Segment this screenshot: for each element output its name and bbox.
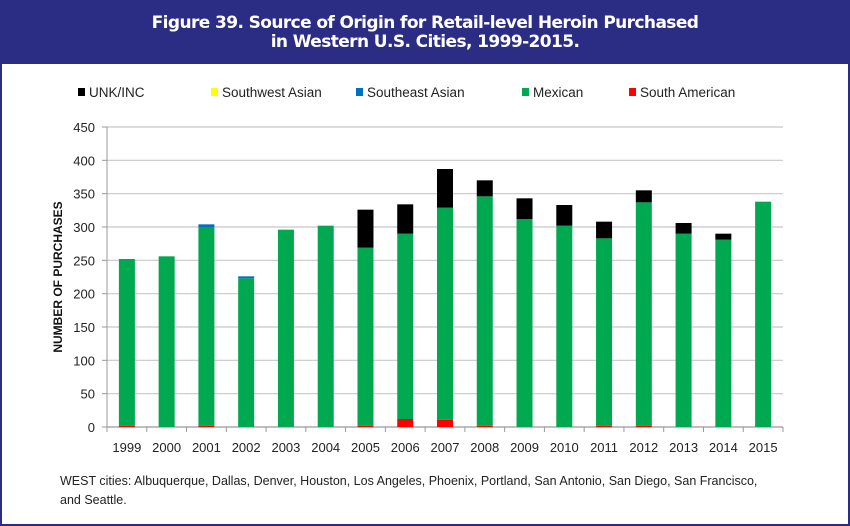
bar-segment-mexican: [198, 227, 215, 426]
y-tick-label: 0: [88, 420, 95, 435]
bar-segment-mexican: [357, 247, 374, 426]
bar-segment-mexican: [516, 219, 533, 427]
y-tick-label: 300: [73, 220, 95, 235]
y-tick-label: 150: [73, 320, 95, 335]
bar-segment-mexican: [277, 229, 294, 427]
legend-swatch: [211, 88, 218, 96]
bar-segment-unk-inc: [357, 209, 374, 248]
bar-segment-mexican: [755, 201, 772, 427]
y-tick-label: 350: [73, 187, 95, 202]
legend-label: Southwest Asian: [222, 85, 322, 100]
figure-header: Figure 39. Source of Origin for Retail-l…: [2, 2, 848, 64]
bar-segment-south-american: [635, 425, 652, 427]
legend-swatch: [78, 88, 85, 96]
bar-segment-mexican: [715, 239, 732, 427]
bar-segment-south-american: [397, 419, 414, 427]
bar-segment-unk-inc: [635, 190, 652, 203]
bar-segment-unk-inc: [675, 223, 692, 234]
bar-segment-south-american: [198, 425, 215, 427]
x-tick-label: 2011: [590, 440, 618, 455]
legend-swatch: [629, 88, 636, 96]
bar-segment-mexican: [596, 238, 613, 426]
bar-segment-unk-inc: [715, 233, 732, 240]
legend-label: Mexican: [533, 85, 583, 100]
legend-label: UNK/INC: [89, 85, 145, 100]
bar-segment-mexican: [397, 233, 414, 419]
y-axis-label: NUMBER OF PURCHASES: [51, 201, 65, 352]
x-tick-label: 2010: [550, 440, 579, 455]
y-tick-label: 400: [73, 153, 95, 168]
x-tick-label: 2014: [709, 440, 738, 455]
bar-segment-southeast-asian: [198, 224, 215, 227]
x-tick-label: 2009: [510, 440, 539, 455]
bar-segment-south-american: [437, 419, 453, 427]
bar-segment-unk-inc: [476, 180, 493, 197]
bar-segment-south-american: [596, 425, 613, 427]
y-tick-label: 450: [73, 120, 95, 135]
x-tick-label: 2013: [669, 440, 698, 455]
bar-segment-unk-inc: [596, 221, 613, 239]
bar-segment-mexican: [635, 202, 652, 426]
x-tick-label: 2005: [351, 440, 380, 455]
bar-segment-unk-inc: [556, 205, 573, 226]
x-tick-label: 2002: [232, 440, 261, 455]
x-tick-label: 2012: [629, 440, 658, 455]
x-tick-label: 2015: [749, 440, 778, 455]
bar-segment-unk-inc: [516, 198, 533, 219]
x-tick-label: 2003: [271, 440, 300, 455]
figure-title-line1: Figure 39. Source of Origin for Retail-l…: [151, 13, 699, 33]
legend-swatch: [356, 88, 363, 96]
bar-segment-unk-inc: [397, 204, 414, 234]
bar-segment-southeast-asian: [238, 276, 255, 279]
x-tick-label: 2008: [470, 440, 499, 455]
x-tick-label: 2001: [192, 440, 221, 455]
x-tick-label: 2004: [311, 440, 340, 455]
bar-segment-mexican: [476, 196, 493, 426]
bar-segment-mexican: [675, 233, 692, 427]
bar-segment-south-american: [357, 425, 374, 427]
bar-segment-mexican: [158, 256, 175, 427]
bar-segment-mexican: [317, 225, 334, 427]
x-tick-label: 2000: [152, 440, 181, 455]
legend-label: South American: [640, 85, 735, 100]
bar-segment-south-american: [118, 425, 135, 427]
x-tick-label: 1999: [112, 440, 141, 455]
y-tick-label: 50: [81, 387, 95, 402]
y-tick-label: 100: [73, 353, 95, 368]
x-tick-label: 2006: [391, 440, 420, 455]
bar-segment-south-american: [476, 425, 493, 427]
bar-segment-mexican: [238, 278, 255, 427]
x-tick-label: 2007: [431, 440, 460, 455]
figure-note: WEST cities: Albuquerque, Dallas, Denver…: [60, 474, 758, 507]
bar-segment-mexican: [118, 259, 135, 426]
figure-title-line2: in Western U.S. Cities, 1999-2015.: [270, 32, 580, 52]
legend-swatch: [522, 88, 529, 96]
bar-segment-mexican: [556, 225, 573, 427]
bar-segment-mexican: [437, 207, 453, 420]
bar-segment-unk-inc: [437, 169, 453, 208]
y-tick-label: 250: [73, 253, 95, 268]
legend-label: Southeast Asian: [367, 85, 465, 100]
y-tick-label: 200: [73, 287, 95, 302]
